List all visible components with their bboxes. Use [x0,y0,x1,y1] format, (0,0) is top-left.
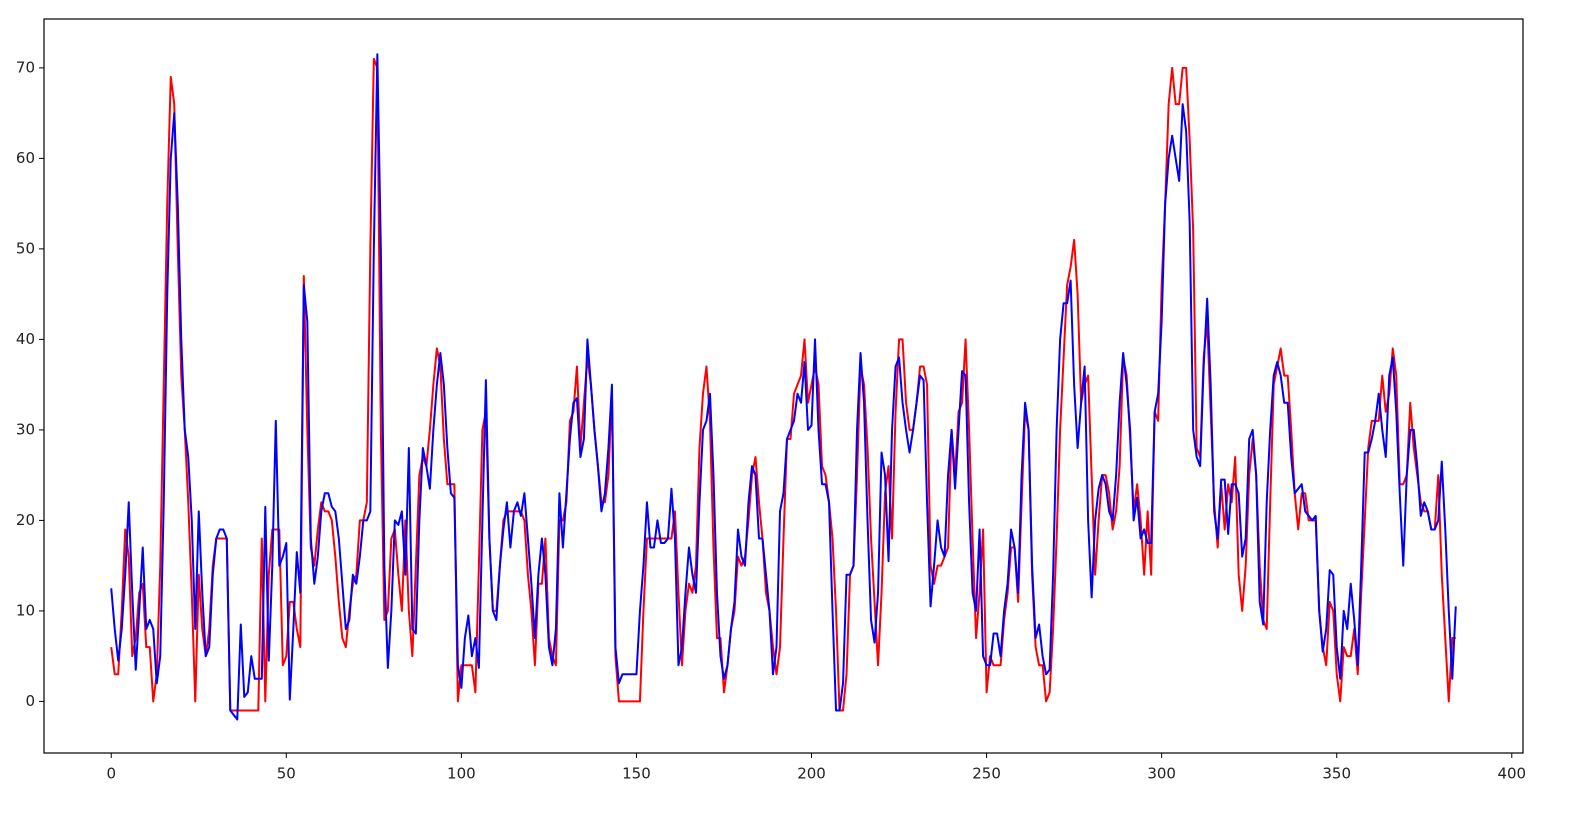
x-tick-label: 100 [447,765,476,783]
x-tick-label: 50 [277,765,296,783]
x-tick-label: 400 [1497,765,1526,783]
y-tick-label: 0 [25,692,35,710]
x-tick-label: 200 [797,765,826,783]
plot-frame [43,18,1524,754]
y-tick-label: 70 [16,58,35,76]
y-tick-label: 40 [16,330,35,348]
series-line [110,53,1457,721]
y-tick-label: 50 [16,239,35,257]
y-tick-label: 30 [16,420,35,438]
x-tick-label: 250 [972,765,1001,783]
x-tick-label: 0 [106,765,116,783]
y-tick-label: 60 [16,149,35,167]
y-tick-label: 10 [16,601,35,619]
series-line [110,57,1456,712]
x-tick-label: 350 [1322,765,1351,783]
x-tick-label: 300 [1147,765,1176,783]
x-tick-label: 150 [622,765,651,783]
y-tick-label: 20 [16,511,35,529]
